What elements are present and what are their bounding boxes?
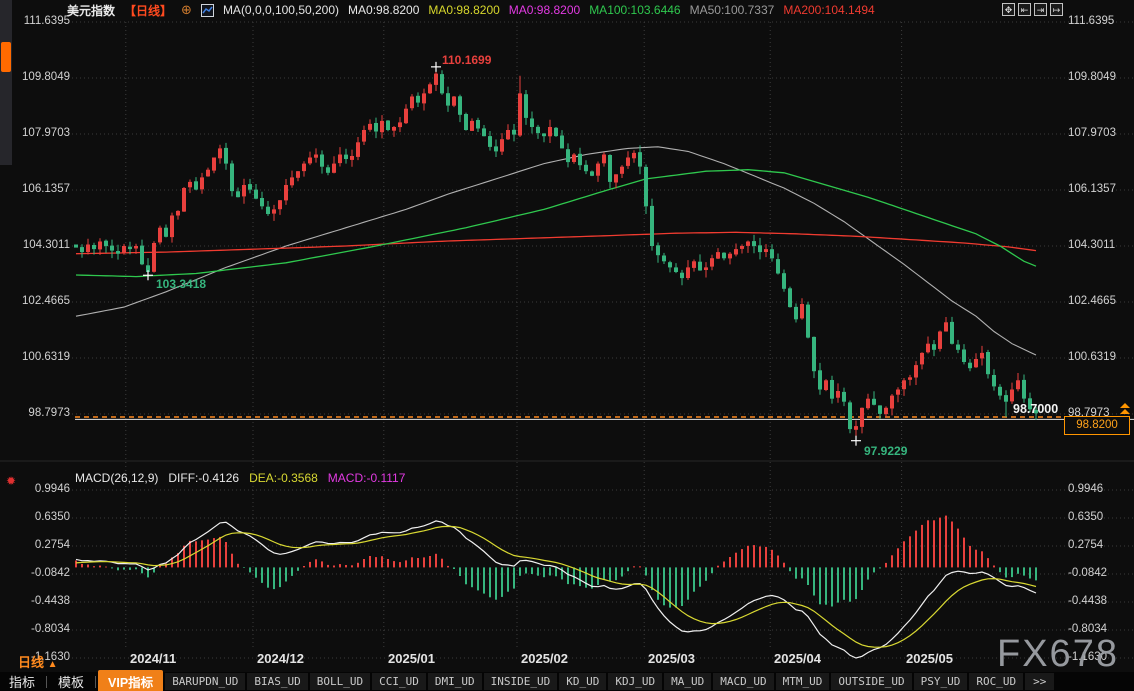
macd-axis-label-right: -1.1630 [1068,651,1108,663]
period-selector[interactable]: 日线 ▲ [18,652,58,671]
macd-dea-value: DEA:-0.3568 [249,471,318,485]
more-indicators-button[interactable]: >> [1025,673,1055,690]
pan-icon[interactable]: ✥ [1002,3,1015,16]
y-axis-label-left: 111.6395 [23,15,70,27]
ma0-value-3: MA0:98.8200 [508,3,581,17]
ma0-value-1: MA0:98.8200 [348,3,420,17]
y-axis-label-left: 104.3011 [22,239,70,251]
y-axis-label-right: 107.9703 [1068,127,1116,139]
x-axis-date: 2025/03 [648,651,695,666]
macd-axis-label-left: 0.2754 [34,539,70,551]
period-tag: 【日线】 [124,3,173,18]
tab-indicators[interactable]: 指标 [9,675,36,690]
y-axis-label-left: 102.4665 [22,295,70,307]
divider [46,675,48,688]
indicator-roc[interactable]: ROC_UD [969,673,1024,690]
macd-title: MACD(26,12,9) [75,471,159,485]
y-axis-label-left: 109.8049 [22,71,70,83]
indicator-kdj[interactable]: KDJ_UD [608,673,663,690]
indicator-barupdn[interactable]: BARUPDN_UD [165,673,246,690]
scale-left-icon[interactable]: ⇤ [1018,3,1031,16]
current-price-tag: 98.8200 [1064,416,1130,435]
divider [95,675,97,688]
hline-price-label: 98.7000 [1013,402,1059,416]
y-axis-label-right: 102.4665 [1068,295,1116,307]
tab-templates[interactable]: 模板 [58,675,85,690]
indicator-burst-icon[interactable]: ✹ [6,474,17,488]
low-left-annotation: 103.3418 [156,277,207,291]
macd-axis-label-right: 0.9946 [1068,483,1104,495]
indicator-ma[interactable]: MA_UD [664,673,712,690]
indicator-cci[interactable]: CCI_UD [372,673,426,690]
y-axis-label-right: 111.6395 [1068,15,1115,27]
macd-axis-label-right: 0.2754 [1068,539,1104,551]
y-axis-label-left: 106.1357 [22,183,70,195]
fx678-watermark: FX678 [997,633,1119,675]
macd-axis-label-left: -0.0842 [30,567,70,579]
x-axis-date: 2025/02 [521,651,568,666]
ma100-value: MA100:103.6446 [589,3,681,17]
macd-axis-label-left: -0.8034 [30,623,70,635]
macd-axis-label-right: 0.6350 [1068,511,1104,523]
indicator-tab-bar: 指标 模板 VIP指标 BARUPDN_UD BIAS_UD BOLL_UD C… [0,670,1134,691]
tab-vip-indicators[interactable]: VIP指标 [98,670,164,691]
y-axis-label-left: 100.6319 [22,351,70,363]
ma-settings: MA(0,0,0,100,50,200) [222,3,340,17]
macd-axis-label-right: -0.0842 [1068,567,1108,579]
indicator-outside[interactable]: OUTSIDE_UD [831,673,912,690]
chart-type-icon[interactable] [200,3,214,17]
macd-header: MACD(26,12,9) DIFF:-0.4126 DEA:-0.3568 M… [75,471,405,485]
y-axis-label-left: 107.9703 [22,127,70,139]
chevron-up-icon: ▲ [47,659,58,670]
symbol-name: 美元指数 [67,3,116,18]
indicator-dmi[interactable]: DMI_UD [427,673,482,690]
indicator-kd[interactable]: KD_UD [559,673,607,690]
low-main-annotation: 97.9229 [864,444,908,458]
macd-axis-label-left: -0.4438 [30,595,70,607]
ma200-value: MA200:104.1494 [783,3,875,17]
x-axis-date: 2024/11 [130,651,177,666]
indicator-inside[interactable]: INSIDE_UD [483,673,558,690]
y-axis-label-left: 98.7973 [28,407,70,419]
scrollbar-thumb[interactable] [1,42,11,72]
macd-axis-label-right: -0.8034 [1068,623,1108,635]
period-selector-label: 日线 [18,655,45,670]
indicator-boll[interactable]: BOLL_UD [309,673,371,690]
indicator-mtm[interactable]: MTM_UD [775,673,830,690]
y-axis-label-right: 106.1357 [1068,183,1116,195]
macd-axis-label-left: 0.6350 [34,511,70,523]
macd-axis-label-left: 0.9946 [34,483,70,495]
ma0-value-2: MA0:98.8200 [428,3,500,17]
macd-macd-value: MACD:-0.1117 [327,471,406,485]
y-axis-label-right: 100.6319 [1068,351,1116,363]
x-axis-date: 2025/01 [388,651,435,666]
chart-header: 美元指数 【日线】 ⊕ MA(0,0,0,100,50,200) MA0:98.… [67,2,875,18]
shift-right-icon[interactable]: ↦ [1050,3,1063,16]
indicator-bias[interactable]: BIAS_UD [247,673,308,690]
macd-axis-label-left: -1.1630 [30,651,70,663]
y-axis-label-right: 109.8049 [1068,71,1116,83]
high-annotation: 110.1699 [442,53,492,67]
indicator-macd[interactable]: MACD_UD [713,673,774,690]
scale-right-icon[interactable]: ⇥ [1034,3,1047,16]
circle-plus-icon[interactable]: ⊕ [181,2,192,17]
ma50-value: MA50:100.7337 [689,3,775,17]
left-scrollbar-track[interactable] [0,0,12,165]
x-axis-date: 2025/04 [774,651,821,666]
y-axis-label-right: 104.3011 [1068,239,1116,251]
macd-axis-label-right: -0.4438 [1068,595,1108,607]
chart-toolbar: ✥ ⇤ ⇥ ↦ [1002,3,1063,16]
indicator-psy[interactable]: PSY_UD [913,673,968,690]
x-axis-date: 2025/05 [906,651,953,666]
price-scale-arrows-icon[interactable] [1119,403,1131,415]
macd-diff-value: DIFF:-0.4126 [168,471,240,485]
x-axis-date: 2024/12 [257,651,304,666]
